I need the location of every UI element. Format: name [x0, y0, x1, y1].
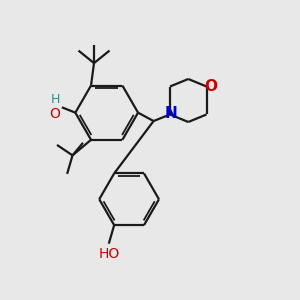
- Text: O: O: [49, 107, 60, 121]
- Text: O: O: [205, 79, 218, 94]
- Text: H: H: [50, 93, 60, 106]
- Text: HO: HO: [98, 247, 119, 261]
- Text: N: N: [164, 106, 177, 122]
